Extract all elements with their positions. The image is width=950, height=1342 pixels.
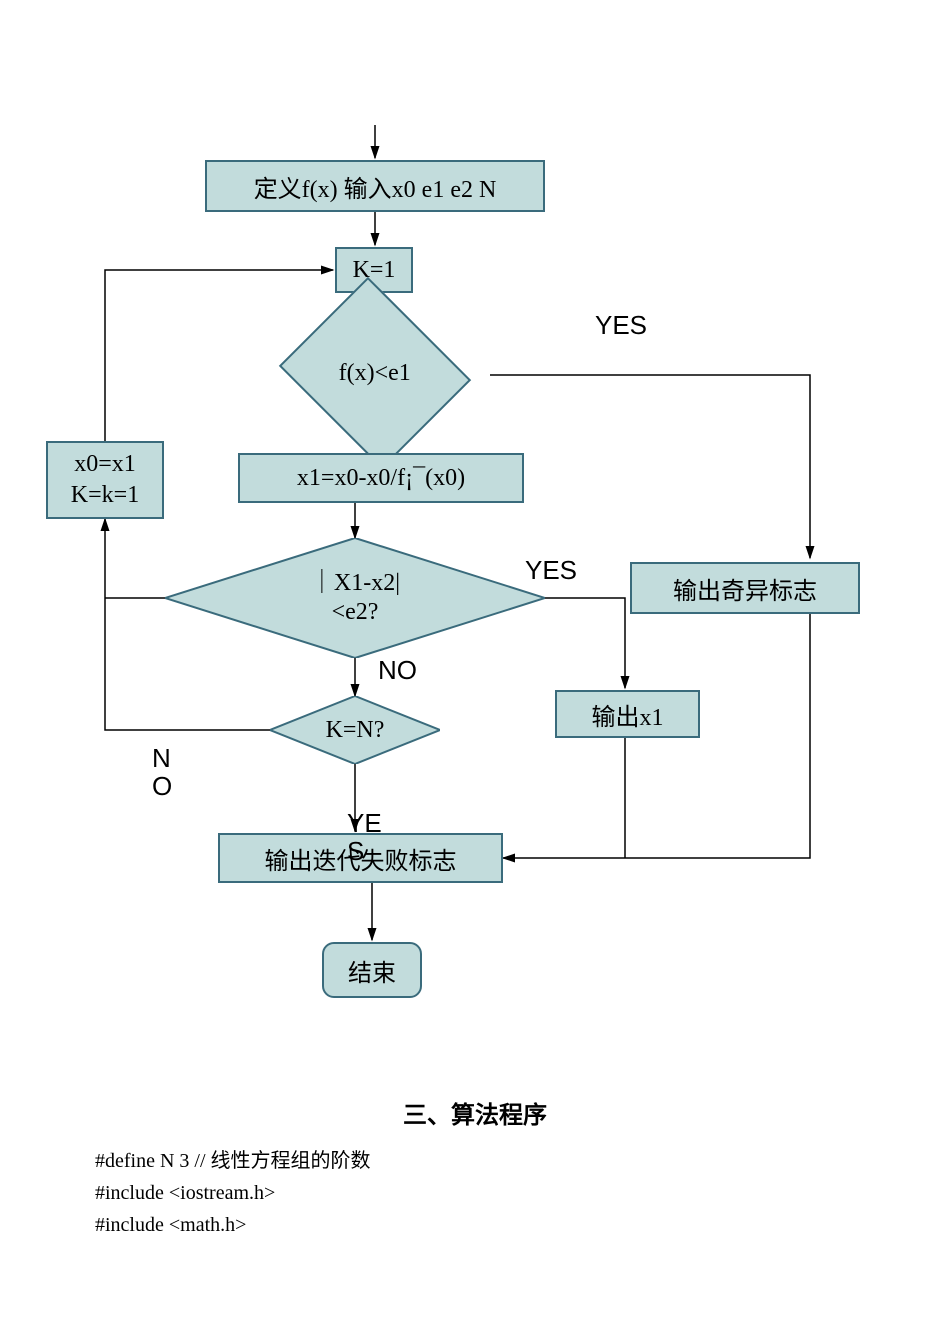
node-label: K=1: [353, 257, 396, 284]
node-label: ｜X1-x2| <e2?: [310, 569, 400, 627]
node-x0-x1-update: x0=x1 K=k=1: [46, 441, 164, 519]
node-x1-x2-lt-e2: ｜X1-x2| <e2?: [165, 538, 545, 658]
node-end: 结束: [322, 942, 422, 998]
node-label: x0=x1 K=k=1: [71, 449, 139, 511]
label-yes-2: YES: [525, 555, 577, 586]
label-yes-1: YES: [595, 310, 647, 341]
flowchart-container: 定义f(x) 输入x0 e1 e2 N K=1 f(x)<e1 x1=x0-x0…: [0, 0, 950, 1100]
code-line: #define N 3 // 线性方程组的阶数: [95, 1145, 855, 1177]
node-k-equals-n: K=N?: [270, 696, 440, 764]
node-output-x1: 输出x1: [555, 690, 700, 738]
node-output-singular: 输出奇异标志: [630, 562, 860, 614]
node-define-input: 定义f(x) 输入x0 e1 e2 N: [205, 160, 545, 212]
node-x1-formula: x1=x0-x0/f¡¯(x0): [238, 453, 524, 503]
node-label: K=N?: [326, 717, 385, 744]
node-label: 结束: [348, 953, 396, 988]
label-no-1: NO: [378, 655, 417, 686]
node-label: 输出奇异标志: [673, 571, 817, 606]
node-label: 定义f(x) 输入x0 e1 e2 N: [254, 169, 497, 204]
label-no-2: N O: [152, 715, 172, 801]
node-label: x1=x0-x0/f¡¯(x0): [297, 465, 465, 492]
label-yes-3: YE S: [347, 780, 382, 866]
node-label: 输出x1: [592, 697, 664, 732]
section-title: 三、算法程序: [95, 1095, 855, 1130]
text-section: 三、算法程序 #define N 3 // 线性方程组的阶数 #include …: [95, 1095, 855, 1241]
code-line: #include <iostream.h>: [95, 1177, 855, 1209]
code-line: #include <math.h>: [95, 1209, 855, 1241]
node-label: f(x)<e1: [339, 359, 411, 385]
